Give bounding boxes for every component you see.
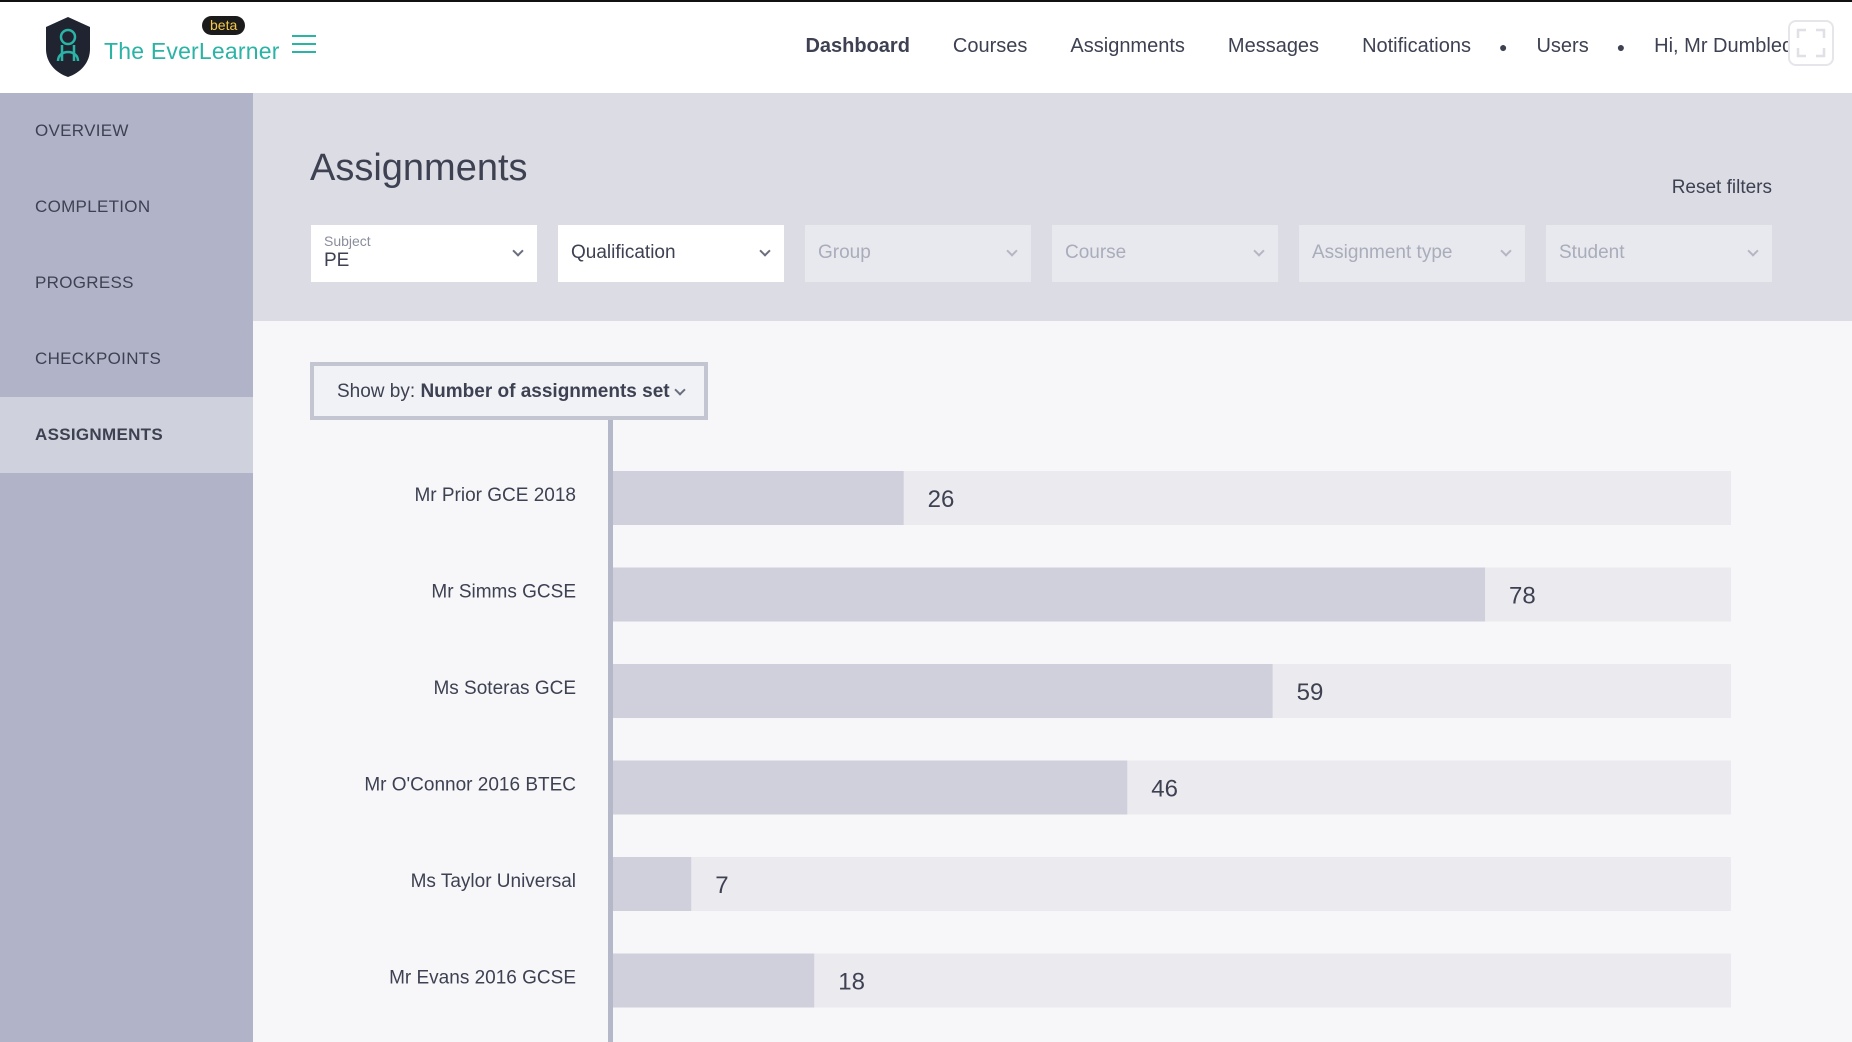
course-placeholder: Course [1065, 242, 1127, 263]
bar-3[interactable] [613, 760, 1128, 815]
top-navigation-bar: The EverLearner beta Dashboard Courses A… [0, 0, 1852, 93]
show-by-value: Number of assignments set [420, 381, 670, 402]
bar-0[interactable] [613, 471, 904, 525]
assignment-type-select[interactable]: Assignment type [1299, 225, 1525, 282]
page-title: Assignments [310, 147, 528, 189]
qualification-placeholder: Qualification [571, 242, 676, 263]
bar-value-label: 78 [1509, 583, 1536, 610]
sidebar-item-overview[interactable]: OVERVIEW [35, 121, 129, 140]
hamburger-menu-icon[interactable] [292, 35, 316, 55]
subject-value: PE [324, 250, 350, 271]
sidebar-item-checkpoints[interactable]: CHECKPOINTS [35, 349, 162, 368]
chevron-down-icon [1253, 245, 1265, 257]
category-label: Mr Simms GCSE [431, 582, 576, 603]
chevron-down-icon [1747, 245, 1759, 257]
student-placeholder: Student [1559, 242, 1625, 263]
bar-track [613, 664, 1731, 718]
nav-assignments[interactable]: Assignments [1070, 35, 1185, 57]
nav-separator-dot: ● [1499, 38, 1508, 55]
sidebar-item-assignments[interactable]: ASSIGNMENTS [0, 397, 253, 473]
chevron-down-icon [674, 384, 686, 396]
bar-4[interactable] [613, 857, 692, 911]
nav-courses[interactable]: Courses [952, 35, 1028, 57]
bar-value-label: 7 [715, 872, 728, 899]
course-select[interactable]: Course [1052, 225, 1278, 282]
sidebar-item-progress[interactable]: PROGRESS [35, 273, 134, 292]
category-label: Mr O'Connor 2016 BTEC [364, 775, 576, 796]
bar-value-label: 18 [838, 969, 865, 996]
nav-messages[interactable]: Messages [1227, 35, 1320, 57]
student-select[interactable]: Student [1546, 225, 1772, 282]
category-label: Mr Prior GCE 2018 [414, 485, 576, 506]
filter-panel: Assignments Reset filters Subject PE Qua… [253, 93, 1852, 321]
bar-value-label: 46 [1151, 776, 1178, 803]
nav-separator-dot: ● [1616, 38, 1626, 55]
show-by-text: Show by: Number of assignments set [337, 381, 670, 403]
filter-dropdowns: Subject PE Qualification Group Course As… [311, 225, 1793, 282]
assignment-type-placeholder: Assignment type [1312, 242, 1453, 263]
beta-badge: beta [202, 16, 246, 35]
bar-track [613, 953, 1731, 1008]
reset-filters-link[interactable]: Reset filters [1671, 177, 1772, 198]
main-nav: Dashboard Courses Assignments Messages N… [762, 35, 1822, 58]
bar-value-label: 26 [928, 486, 955, 513]
chart-axis-line [608, 420, 613, 1042]
qualification-select[interactable]: Qualification [558, 225, 784, 282]
fullscreen-expand-icon[interactable] [1788, 20, 1834, 66]
brand-name[interactable]: The EverLearner [104, 38, 280, 64]
category-label: Ms Taylor Universal [411, 871, 576, 892]
bar-value-label: 59 [1297, 679, 1324, 706]
subject-select[interactable]: Subject PE [311, 225, 537, 282]
sidebar-item-completion[interactable]: COMPLETION [35, 197, 151, 216]
category-label: Ms Soteras GCE [433, 678, 576, 699]
category-label: Mr Evans 2016 GCSE [389, 968, 576, 989]
bar-5[interactable] [613, 953, 815, 1008]
nav-dashboard[interactable]: Dashboard [805, 35, 910, 57]
group-select[interactable]: Group [805, 225, 1031, 282]
bar-track [613, 760, 1731, 815]
nav-users[interactable]: Users [1536, 35, 1589, 57]
sidebar: OVERVIEW COMPLETION PROGRESS CHECKPOINTS… [0, 93, 253, 1042]
bar-track [613, 471, 1731, 525]
chevron-down-icon [1500, 245, 1512, 257]
chevron-down-icon [512, 245, 524, 257]
user-greeting[interactable]: Hi, Mr Dumbledore [1654, 35, 1822, 57]
bar-track [613, 567, 1731, 622]
chevron-down-icon [759, 245, 771, 257]
bar-2[interactable] [613, 664, 1273, 718]
bar-track [613, 857, 1731, 911]
chevron-down-icon [1006, 245, 1018, 257]
bar-1[interactable] [613, 567, 1486, 622]
show-by-select[interactable]: Show by: Number of assignments set [310, 362, 708, 420]
subject-label: Subject [324, 233, 371, 249]
everlearner-shield-logo-icon[interactable] [42, 15, 94, 79]
show-by-prefix: Show by: [337, 381, 416, 402]
group-placeholder: Group [818, 242, 871, 263]
nav-notifications[interactable]: Notifications [1362, 35, 1471, 57]
